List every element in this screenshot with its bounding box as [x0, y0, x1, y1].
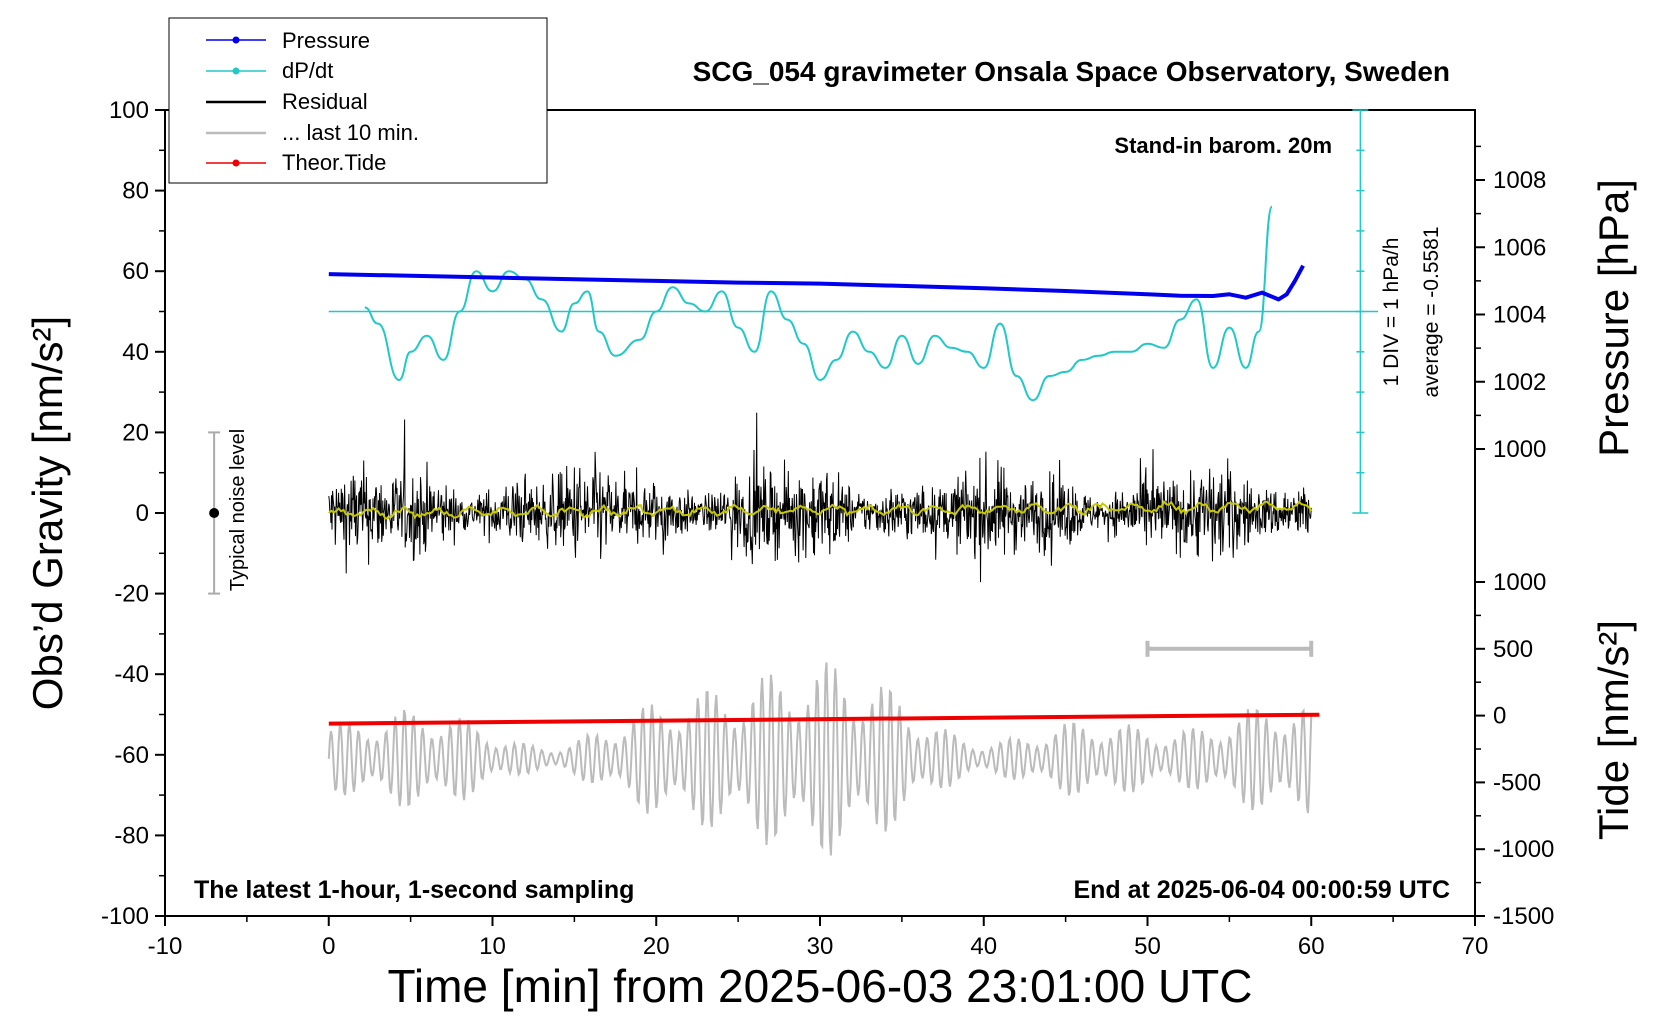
pressure-tick-label: 1004 — [1493, 302, 1546, 329]
tide-tick-label: -500 — [1493, 769, 1541, 796]
barom-annotation: Stand-in barom. 20m — [1114, 133, 1332, 158]
y-tick-label: -20 — [114, 581, 149, 608]
x-tick-label: 50 — [1134, 933, 1161, 960]
noise-annotation: Typical noise level — [227, 429, 249, 591]
tide-tick-label: 500 — [1493, 636, 1533, 663]
legend-label-tide: Theor.Tide — [282, 150, 386, 175]
latest-annotation: The latest 1-hour, 1-second sampling — [194, 876, 634, 904]
x-tick-label: 30 — [807, 933, 834, 960]
y-tick-label: 60 — [122, 258, 149, 285]
legend-marker-tide — [232, 159, 240, 167]
last10-line — [327, 662, 1313, 856]
y-axis-label-tide: Tide [nm/s²] — [1590, 620, 1637, 840]
tide-axis: 1000 500 0 -500 -1000 -1500 — [1475, 569, 1554, 930]
pressure-axis: 1008 1006 1004 1002 1000 — [1475, 145, 1546, 463]
y-tick-label: -40 — [114, 661, 149, 688]
legend-marker-pressure — [232, 36, 240, 44]
tide-line — [328, 712, 1320, 726]
y-tick-label: 0 — [136, 500, 149, 527]
residual-line — [328, 412, 1312, 583]
x-tick-label: 20 — [643, 933, 670, 960]
chart-title: SCG_054 gravimeter Onsala Space Observat… — [693, 56, 1450, 87]
x-tick-label: 70 — [1462, 933, 1489, 960]
legend: Pressure dP/dt Residual ... last 10 min.… — [168, 17, 548, 184]
y-tick-label: -60 — [114, 742, 149, 769]
dpdt-scale-bar — [1352, 109, 1369, 514]
tide-tick-label: -1000 — [1493, 836, 1554, 863]
y-axis-left: 100 80 60 40 20 0 -20 -40 -60 -80 -100 — [101, 97, 165, 930]
y-axis-label-pressure: Pressure [hPa] — [1590, 179, 1637, 457]
typical-noise-bar — [208, 431, 221, 595]
y-tick-label: 80 — [122, 178, 149, 205]
average-annotation: average = -0.5581 — [1420, 226, 1443, 397]
x-tick-label: 40 — [970, 933, 997, 960]
x-tick-label: 0 — [322, 933, 335, 960]
legend-marker-dpdt — [232, 67, 240, 75]
pressure-tick-label: 1002 — [1493, 369, 1546, 396]
residual-mean-line — [328, 499, 1313, 520]
y-tick-label: -100 — [101, 903, 149, 930]
y-axis-label-left: Obs’d Gravity [nm/s²] — [24, 316, 71, 710]
pressure-series — [328, 264, 1305, 302]
residual-mean-series — [328, 499, 1313, 520]
last10-series — [327, 662, 1313, 856]
last10-range-bar — [1145, 640, 1314, 657]
pressure-tick-label: 1000 — [1493, 436, 1546, 463]
noise-bar-dot — [209, 508, 220, 518]
x-axis: -10 0 10 20 30 40 50 60 70 — [148, 916, 1489, 960]
legend-label-last10: ... last 10 min. — [282, 120, 419, 145]
tide-series — [328, 712, 1320, 726]
tide-tick-label: 1000 — [1493, 569, 1546, 596]
dpdt-series — [328, 205, 1378, 402]
x-tick-label: 10 — [479, 933, 506, 960]
legend-box — [168, 17, 548, 184]
legend-label-dpdt: dP/dt — [282, 58, 333, 83]
pressure-tick-label: 1008 — [1493, 167, 1546, 194]
tide-tick-label: 0 — [1493, 703, 1506, 730]
div-annotation: 1 DIV = 1 hPa/h — [1380, 238, 1403, 387]
y-tick-label: 20 — [122, 419, 149, 446]
tide-tick-label: -1500 — [1493, 903, 1554, 930]
legend-label-residual: Residual — [282, 89, 368, 114]
y-tick-label: -80 — [114, 822, 149, 849]
y-tick-label: 40 — [122, 339, 149, 366]
y-tick-label: 100 — [109, 97, 149, 124]
dpdt-line — [364, 205, 1273, 402]
residual-series — [328, 412, 1312, 583]
x-axis-label: Time [min] from 2025-06-03 23:01:00 UTC — [388, 960, 1253, 1012]
x-tick-label: -10 — [148, 933, 183, 960]
x-tick-label: 60 — [1298, 933, 1325, 960]
legend-label-pressure: Pressure — [282, 28, 370, 53]
pressure-line — [328, 264, 1305, 302]
end-annotation: End at 2025-06-04 00:00:59 UTC — [1073, 876, 1450, 904]
pressure-tick-label: 1006 — [1493, 234, 1546, 261]
